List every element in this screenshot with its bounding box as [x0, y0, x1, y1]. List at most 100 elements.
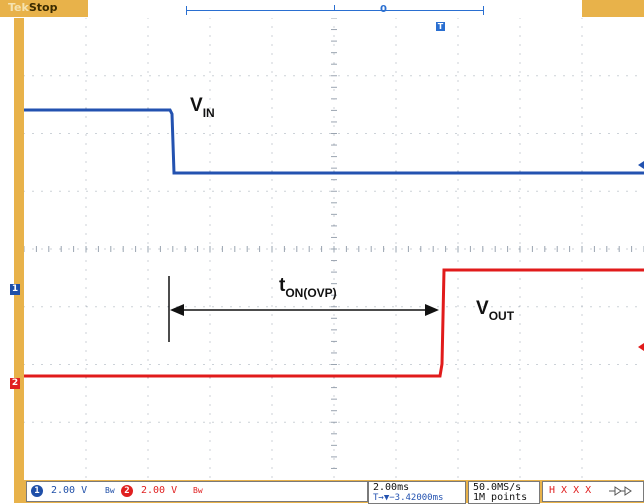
grid-dot — [209, 26, 211, 28]
grid-dot — [59, 133, 61, 134]
grid-dot — [266, 190, 268, 192]
grid-dot — [482, 364, 484, 365]
grid-dot — [131, 421, 133, 423]
grid-dot — [257, 364, 259, 365]
grid-dot — [209, 188, 211, 190]
grid-dot — [464, 306, 466, 308]
grid-dot — [85, 413, 87, 415]
channel-readout[interactable]: 1 2.00 V Bw 2 2.00 V Bw — [26, 481, 368, 502]
grid-dot — [86, 190, 88, 192]
grid-dot — [338, 364, 340, 365]
grid-dot — [329, 364, 331, 365]
grid-dot — [149, 364, 151, 365]
grid-dot — [147, 323, 149, 325]
run-state: Stop — [28, 1, 58, 14]
grid-dot — [176, 306, 178, 308]
grid-dot — [68, 421, 70, 423]
ch2-bandwidth-icon: Bw — [193, 486, 203, 495]
grid-dot — [338, 306, 340, 308]
grid-dot — [275, 364, 277, 365]
grid-dot — [536, 133, 538, 134]
grid-dot — [275, 190, 277, 192]
grid-dot — [457, 422, 459, 424]
grid-dot — [333, 215, 335, 217]
grid-dot — [338, 421, 340, 423]
grid-dot — [209, 431, 211, 433]
grid-dot — [147, 422, 149, 424]
ch2-badge[interactable]: 2 — [121, 485, 133, 497]
grid-dot — [320, 190, 322, 192]
grid-dot — [457, 143, 459, 145]
grid-dot — [333, 368, 335, 370]
grid-dot — [428, 421, 430, 423]
ch2-ground-marker[interactable]: 2 — [10, 378, 20, 389]
timebase-readout[interactable]: 2.00ms T→▼−3.42000ms — [368, 481, 466, 504]
grid-dot — [333, 71, 335, 73]
grid-dot — [401, 306, 403, 308]
grid-dot — [248, 190, 250, 192]
grid-dot — [221, 190, 223, 192]
grid-dot — [85, 386, 87, 388]
grid-dot — [347, 75, 349, 77]
grid-dot — [519, 260, 521, 262]
grid-dot — [333, 143, 335, 145]
grid-dot — [457, 350, 459, 352]
grid-dot — [230, 364, 232, 365]
ch1-badge[interactable]: 1 — [31, 485, 43, 497]
grid-dot — [77, 133, 79, 134]
grid-dot — [209, 323, 211, 325]
grid-dot — [167, 75, 169, 77]
grid-dot — [581, 332, 583, 334]
grid-dot — [581, 377, 583, 379]
grid-dot — [572, 133, 574, 134]
grid-dot — [563, 133, 565, 134]
trigger-readout[interactable]: H X X X — [542, 481, 644, 502]
grid-dot — [311, 306, 313, 308]
grid-dot — [147, 18, 149, 19]
grid-dot — [147, 467, 149, 469]
horizontal-position-bar[interactable] — [186, 10, 484, 11]
acquisition-readout[interactable]: 50.0MS/s 1M points — [468, 481, 540, 504]
grid-dot — [333, 161, 335, 163]
grid-dot — [24, 421, 25, 423]
grid-dot — [333, 395, 335, 397]
grid-dot — [519, 395, 521, 397]
grid-dot — [482, 421, 484, 423]
grid-dot — [302, 133, 304, 134]
grid-dot — [626, 364, 628, 365]
grid-dot — [428, 190, 430, 192]
horizontal-position-marker[interactable]: 0 — [380, 4, 387, 15]
timebase-value: 2.00ms — [373, 482, 410, 493]
grid-dot — [230, 75, 232, 77]
grid-dot — [519, 53, 521, 55]
grid-dot — [410, 75, 412, 77]
grid-dot — [581, 233, 583, 235]
grid-dot — [572, 306, 574, 308]
grid-dot — [519, 431, 521, 433]
grid-dot — [519, 215, 521, 217]
grid-dot — [395, 26, 397, 28]
grid-dot — [131, 133, 133, 134]
grid-dot — [113, 306, 115, 308]
grid-dot — [333, 287, 335, 289]
grid-dot — [32, 306, 34, 308]
grid-dot — [536, 248, 538, 250]
grid-dot — [85, 71, 87, 73]
grid-dot — [203, 190, 205, 192]
grid-dot — [147, 134, 149, 136]
grid-dot — [271, 467, 273, 469]
grid-dot — [383, 421, 385, 423]
grid-dot — [302, 306, 304, 308]
grid-dot — [203, 421, 205, 423]
grid-dot — [209, 305, 211, 307]
grid-dot — [239, 133, 241, 134]
grid-dot — [209, 80, 211, 82]
ch1-ground-marker[interactable]: 1 — [10, 284, 20, 295]
graticule — [24, 18, 644, 478]
grid-dot — [519, 107, 521, 109]
grid-dot — [491, 248, 493, 250]
grid-dot — [554, 75, 556, 77]
grid-dot — [455, 306, 457, 308]
grid-dot — [446, 190, 448, 192]
grid-dot — [590, 75, 592, 77]
